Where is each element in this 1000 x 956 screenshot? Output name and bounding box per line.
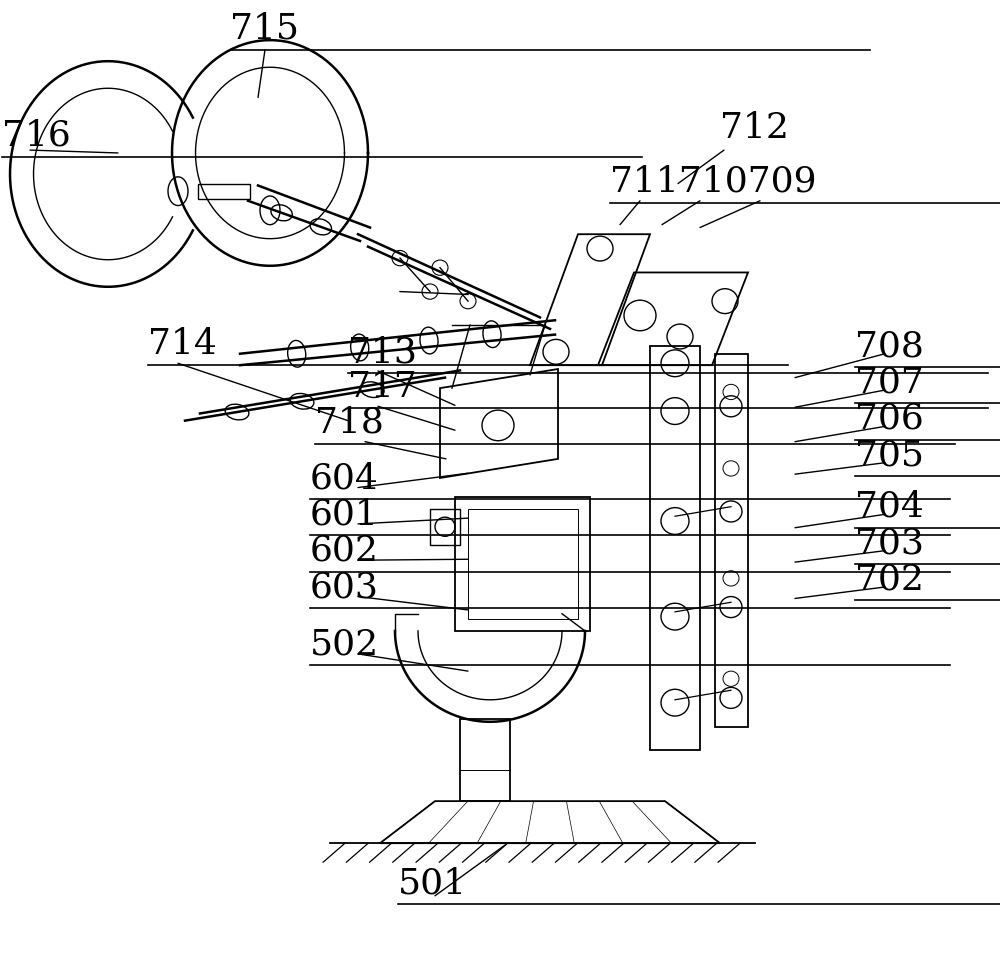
Text: 716: 716 <box>2 119 71 153</box>
Text: 718: 718 <box>315 405 384 440</box>
Text: 703: 703 <box>855 526 924 560</box>
Text: 604: 604 <box>310 461 379 495</box>
Text: 704: 704 <box>855 489 924 524</box>
Text: 711710709: 711710709 <box>610 164 816 199</box>
Text: 706: 706 <box>855 402 924 436</box>
Text: 717: 717 <box>348 370 417 404</box>
Text: 601: 601 <box>310 497 379 532</box>
Text: 712: 712 <box>720 111 789 145</box>
Text: 714: 714 <box>148 327 217 361</box>
Text: 707: 707 <box>855 365 924 400</box>
Text: 713: 713 <box>348 335 417 369</box>
Text: 502: 502 <box>310 627 379 662</box>
Text: 705: 705 <box>855 438 924 472</box>
Text: 603: 603 <box>310 570 379 604</box>
Text: 702: 702 <box>855 562 924 597</box>
Text: 501: 501 <box>398 866 467 901</box>
Text: 715: 715 <box>230 11 299 46</box>
Text: 708: 708 <box>855 329 924 363</box>
Text: 602: 602 <box>310 533 379 568</box>
